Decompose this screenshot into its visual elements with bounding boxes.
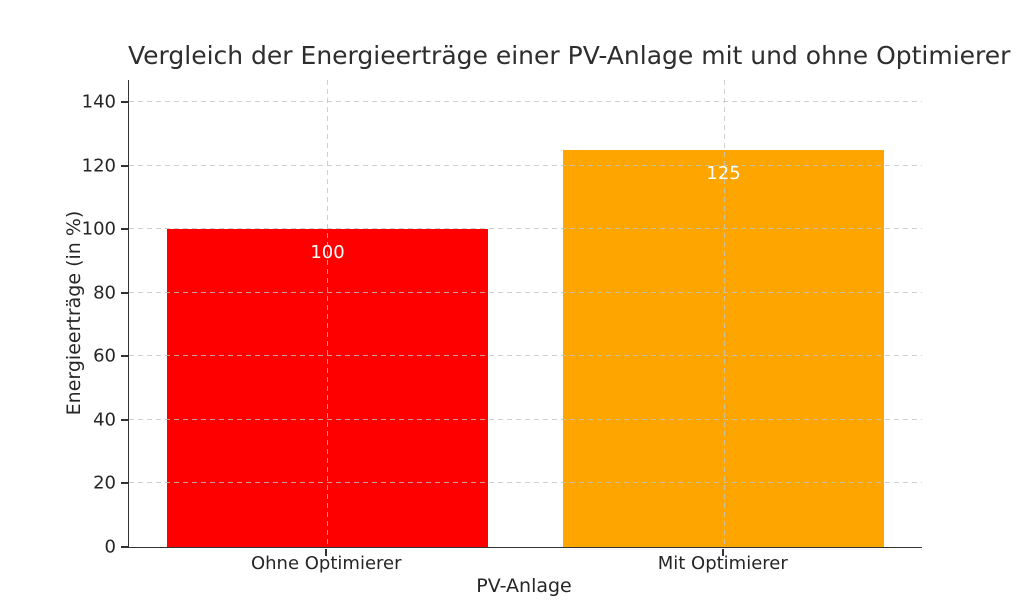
y-tick-mark: [121, 101, 128, 104]
y-tick-mark: [121, 546, 128, 548]
bar-value-label: 125: [706, 163, 741, 184]
gridline-horizontal: [129, 482, 922, 484]
y-tick-label: 0: [104, 536, 116, 558]
x-tick-label: Mit Optimierer: [657, 553, 788, 574]
gridline-horizontal: [129, 228, 922, 230]
plot-area: 100 125: [128, 80, 922, 548]
y-tick-label: 120: [81, 155, 116, 177]
y-tick-mark: [121, 482, 128, 485]
y-tick-label: 100: [81, 218, 116, 240]
bar-mit-optimierer: 125: [563, 150, 884, 547]
gridline-vertical: [327, 80, 329, 547]
y-tick-label: 80: [93, 282, 116, 304]
x-tick-mark: [325, 549, 328, 556]
y-tick-label: 140: [81, 91, 116, 113]
x-tick-label: Ohne Optimierer: [250, 553, 402, 574]
gridline-horizontal: [129, 418, 922, 420]
y-tick-label: 60: [93, 345, 116, 367]
x-tick-mark: [721, 549, 724, 556]
gridline-horizontal: [129, 355, 922, 357]
y-tick-mark: [121, 355, 128, 358]
y-tick-mark: [121, 291, 128, 294]
y-tick-mark: [121, 164, 128, 167]
gridline-horizontal: [129, 291, 922, 293]
x-axis-label: PV-Anlage: [476, 575, 572, 597]
y-tick-label: 20: [93, 472, 116, 494]
y-tick-mark: [121, 228, 128, 231]
gridline-vertical: [723, 80, 725, 547]
gridline-horizontal: [129, 101, 922, 103]
y-tick-mark: [121, 418, 128, 421]
chart-title: Vergleich der Energieerträge einer PV-An…: [128, 41, 1011, 70]
y-tick-label: 40: [93, 409, 116, 431]
gridline-horizontal: [129, 164, 922, 166]
y-axis-label: Energieerträge (in %): [63, 210, 85, 416]
